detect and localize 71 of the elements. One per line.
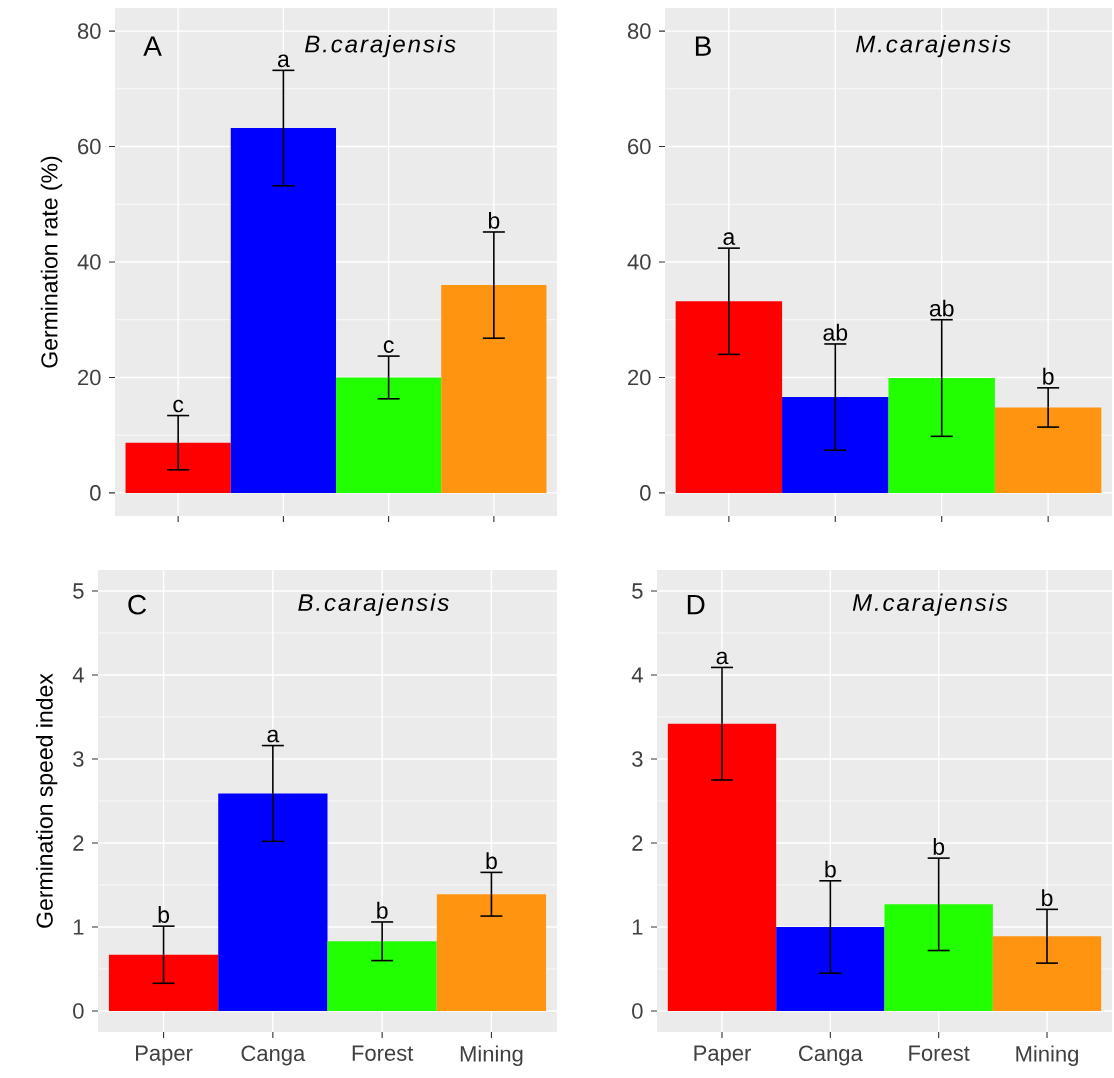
annotation: b (1043, 367, 1054, 385)
annotation: b (486, 852, 497, 870)
y-tick-label: 60 (628, 138, 651, 155)
text: B.carajensis (298, 593, 449, 616)
y-tick-label: 60 (78, 138, 101, 155)
bar (782, 397, 889, 493)
annotation: B (695, 36, 711, 56)
bar (327, 941, 437, 1011)
annotation: c (383, 340, 394, 353)
y-tick-label: 4 (72, 667, 84, 683)
bar (230, 128, 336, 493)
y-tick-label: 20 (78, 369, 101, 386)
x-tick-label: Canga (241, 1045, 306, 1066)
x-tick-label: Canga (799, 1045, 863, 1066)
y-tick-label: 40 (77, 254, 101, 270)
annotation: b (158, 906, 170, 923)
y-axis-title: Germination rate (%) (40, 156, 63, 368)
x-tick-label: Forest (909, 1045, 970, 1061)
bar (218, 793, 328, 1011)
y-tick-label: 40 (627, 254, 651, 270)
bar (667, 723, 777, 1011)
annotation: b (488, 211, 500, 229)
y-tick-label: 0 (90, 485, 101, 501)
bar (108, 954, 219, 1011)
y-axis-title: Germination speed index (35, 673, 58, 928)
y-tick-label: 2 (632, 835, 643, 851)
bar (675, 301, 783, 493)
y-tick-label: 2 (73, 835, 84, 851)
text: B.carajensis (305, 34, 456, 58)
y-tick-label: 5 (73, 583, 84, 599)
y-tick-label: 0 (640, 485, 651, 501)
text: M.carajensis (852, 593, 1008, 616)
annotation: c (173, 399, 184, 413)
annotation: b (1042, 889, 1053, 907)
bar (336, 377, 442, 493)
bar (884, 904, 993, 1011)
bar (125, 442, 231, 493)
annotation: A (143, 36, 162, 56)
bar (436, 894, 547, 1011)
annotation: b (377, 901, 388, 919)
y-tick-label: 1 (632, 919, 643, 935)
annotation: ab (823, 323, 848, 341)
annotation: a (277, 54, 290, 68)
y-tick-label: 80 (627, 23, 651, 39)
y-tick-label: 3 (632, 751, 643, 767)
annotation: b (933, 838, 945, 855)
annotation: a (267, 729, 280, 743)
y-tick-label: 0 (632, 1003, 643, 1019)
y-tick-label: 3 (73, 751, 84, 767)
x-tick-label: Mining (460, 1045, 523, 1067)
y-tick-label: 4 (631, 667, 643, 683)
y-tick-label: 20 (628, 369, 651, 386)
annotation: b (825, 860, 836, 878)
x-tick-label: Paper (694, 1045, 751, 1066)
y-tick-label: 80 (77, 23, 101, 39)
x-tick-label: Mining (1016, 1045, 1078, 1067)
annotation: D (687, 595, 705, 615)
y-tick-label: 0 (73, 1003, 84, 1019)
annotation: C (128, 594, 147, 615)
bar (992, 936, 1102, 1011)
text: M.carajensis (856, 34, 1011, 58)
bar (994, 407, 1102, 493)
y-tick-label: 5 (632, 583, 643, 599)
annotation: ab (929, 299, 954, 317)
bar (441, 285, 547, 493)
annotation: a (716, 651, 729, 665)
x-tick-label: Paper (136, 1045, 193, 1066)
x-tick-label: Forest (352, 1045, 414, 1061)
annotation: a (723, 232, 736, 245)
bar (776, 927, 885, 1011)
y-tick-label: 1 (73, 919, 84, 935)
